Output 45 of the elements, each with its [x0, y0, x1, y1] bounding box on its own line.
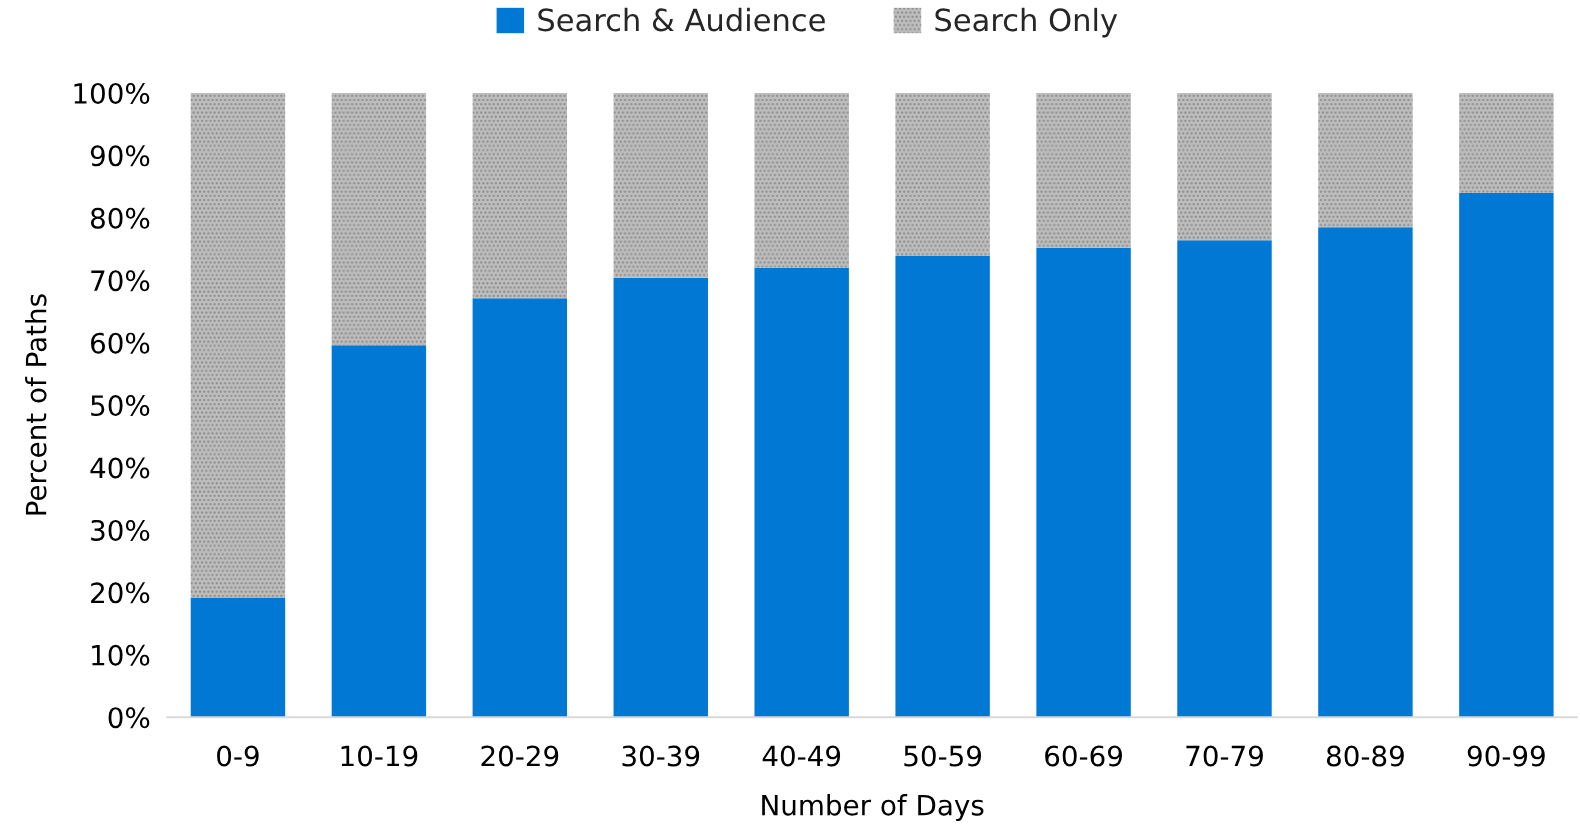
y-tick-label: 90% [90, 145, 150, 167]
legend-label: Search Only [935, 7, 1118, 38]
x-tick-label: 60-69 [1045, 745, 1122, 767]
bar [1459, 92, 1554, 193]
x-tick-label: 80-89 [1326, 745, 1404, 767]
y-tick-label: 20% [91, 582, 150, 604]
bar [1318, 227, 1413, 718]
legend-label: Search & Audience [538, 7, 825, 32]
x-axis-title: Number of Days [762, 794, 984, 822]
y-tick-label: 40% [90, 457, 150, 479]
x-tick-label: 30-39 [622, 745, 700, 767]
bar [613, 92, 708, 278]
y-tick-label: 80% [90, 207, 150, 229]
bar [1036, 247, 1131, 718]
bar [895, 92, 990, 256]
bar [613, 277, 708, 718]
x-tick-label: 50-59 [904, 745, 982, 767]
bar [1177, 240, 1272, 718]
bar [754, 267, 849, 718]
y-tick-label: 0% [108, 707, 150, 729]
x-tick-label: 70-79 [1186, 745, 1263, 767]
x-tick-label: 20-29 [481, 745, 559, 767]
bar [190, 597, 286, 718]
bar [1036, 92, 1131, 248]
y-tick-label: 30% [91, 519, 150, 541]
bar [190, 92, 286, 598]
x-tick-label: 10-19 [341, 745, 418, 767]
bar [754, 92, 849, 268]
bar [472, 92, 568, 299]
y-tick-label: 50% [91, 395, 150, 417]
bar [331, 92, 427, 346]
bar [895, 255, 990, 718]
bar [472, 298, 568, 718]
x-tick-label: 0-9 [217, 745, 259, 767]
bar [1459, 192, 1554, 718]
bar [331, 345, 427, 718]
x-tick-label: 40-49 [762, 745, 841, 767]
y-axis-title: Percent of Paths [25, 294, 47, 515]
y-tick-label: 100% [74, 82, 150, 104]
y-tick-label: 10% [92, 644, 150, 666]
bar [1177, 92, 1272, 241]
y-tick-label: 70% [91, 270, 150, 292]
y-tick-label: 60% [91, 332, 150, 354]
x-tick-label: 90-99 [1467, 745, 1545, 767]
bar [1318, 92, 1413, 228]
